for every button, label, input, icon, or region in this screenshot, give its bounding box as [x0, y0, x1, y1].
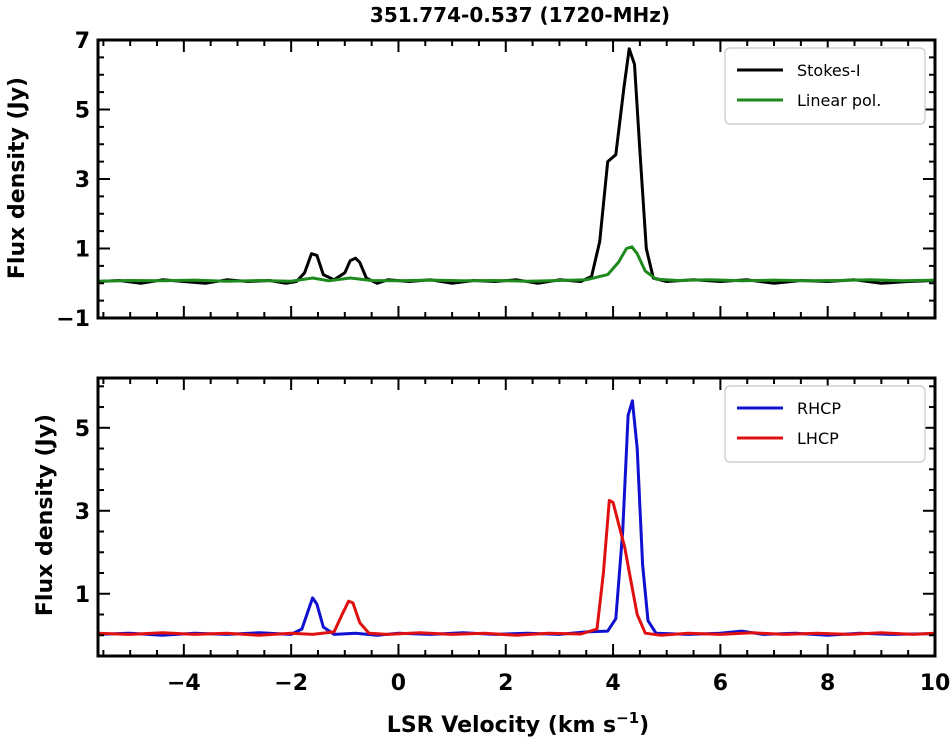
x-tick-label: −2 [274, 671, 308, 696]
bottom-legend: RHCP LHCP [724, 385, 926, 463]
bottom-legend-frame [724, 385, 926, 463]
x-tick-label: −4 [167, 671, 201, 696]
top-y-tick-label: 5 [75, 99, 90, 124]
bottom-y-tick-label: 1 [75, 583, 90, 608]
bottom-series-lhcp [98, 498, 935, 637]
x-tick-label: 8 [820, 671, 835, 696]
bottom-panel: 1 3 5 −4 −2 0 2 4 6 8 10 RHCP LHCP [75, 376, 950, 696]
top-y-tick-label: 3 [75, 168, 90, 193]
top-y-tick-label: 1 [75, 238, 90, 263]
top-legend-label-stokes-i: Stokes-I [797, 61, 861, 80]
x-tick-label: 10 [920, 671, 950, 696]
top-legend: Stokes-I Linear pol. [724, 47, 926, 125]
bottom-plot-area [98, 399, 935, 637]
top-plot-area [98, 47, 935, 285]
top-y-axis-label: Flux density (Jy) [5, 77, 30, 279]
top-y-tick-label: −1 [56, 307, 90, 332]
x-axis-label-end: ) [639, 713, 649, 738]
bottom-y-tick-label: 5 [75, 417, 90, 442]
x-axis-label: LSR Velocity (km s−1) [387, 709, 649, 738]
top-panel: −1 1 3 5 7 Stokes-I Linear pol. [56, 29, 937, 332]
bottom-axes-frame [96, 376, 937, 658]
x-axis-label-main: LSR Velocity (km s [387, 713, 616, 738]
bottom-y-tick-label: 3 [75, 500, 90, 525]
top-legend-label-linear-pol: Linear pol. [797, 91, 881, 110]
x-tick-label: 0 [391, 671, 406, 696]
top-legend-frame [724, 47, 926, 125]
x-axis-label-exponent: −1 [616, 709, 639, 727]
top-y-tick-label: 7 [75, 29, 90, 54]
bottom-legend-label-rhcp: RHCP [797, 399, 841, 418]
bottom-y-axis-label: Flux density (Jy) [33, 414, 58, 616]
x-tick-label: 4 [605, 671, 620, 696]
bottom-legend-label-lhcp: LHCP [797, 429, 839, 448]
x-tick-label: 2 [498, 671, 513, 696]
x-tick-label: 6 [713, 671, 728, 696]
top-series-linear-pol [98, 245, 935, 283]
chart-title: 351.774-0.537 (1720-MHz) [370, 3, 670, 27]
